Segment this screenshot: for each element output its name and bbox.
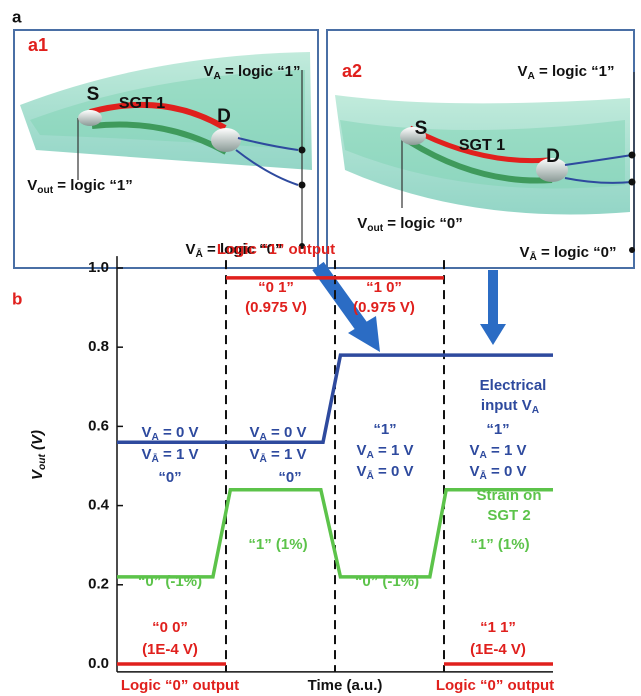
annotation-part: V <box>142 424 152 441</box>
source-label: S <box>415 118 428 139</box>
annotation-part: input V <box>481 397 532 414</box>
vout-label-part: = logic “0” <box>383 215 463 232</box>
annotation-part: V <box>250 424 260 441</box>
channel-label: SGT 1 <box>459 137 505 154</box>
va-label-part: V <box>204 63 214 80</box>
vout-label-sub: out <box>367 223 383 234</box>
y-tick-label: 1.0 <box>88 259 109 276</box>
annotation: Electrical <box>480 377 547 394</box>
y-tick-label: 0.8 <box>88 338 109 355</box>
vout-label-part: V <box>357 215 367 232</box>
source-label: S <box>87 84 100 105</box>
annotation: “0 0” <box>152 619 188 636</box>
annotation: VA = 1 V <box>357 442 414 461</box>
vout-label-part: = logic “1” <box>53 177 133 194</box>
annotation: VA = 0 V <box>250 424 307 443</box>
annotation-part: V <box>357 442 367 459</box>
y-tick-label: 0.4 <box>88 497 110 514</box>
annotation: VĀ = 0 V <box>357 463 414 482</box>
annotation: input VA <box>481 397 540 416</box>
vout-label-part: V <box>27 177 37 194</box>
annotation-part: = 1 V <box>487 442 527 459</box>
annotation-part: = 0 V <box>374 463 414 480</box>
annotation-part: V <box>470 463 480 480</box>
annotation-part: = 0 V <box>159 424 199 441</box>
annotation: “1” (1%) <box>248 536 307 553</box>
annotation-part: = 1 V <box>267 446 307 463</box>
annotation: VA = 0 V <box>142 424 199 443</box>
annotation: SGT 2 <box>487 507 530 524</box>
annotation: “1” <box>486 421 509 438</box>
annotation: “0” <box>278 469 301 486</box>
annotation: “1” (1%) <box>470 536 529 553</box>
annotation: Logic “0” output <box>436 677 554 694</box>
annotation: “1” <box>373 421 396 438</box>
annotation-part: = 0 V <box>487 463 527 480</box>
annotation: VA = 1 V <box>470 442 527 461</box>
annotation: (0.975 V) <box>353 299 415 316</box>
annotation-part: = 1 V <box>374 442 414 459</box>
y-axis-title: Vout (V) <box>29 430 48 480</box>
va-label-part: = logic “1” <box>535 63 615 80</box>
annotation-part: V <box>142 446 152 463</box>
annotation: (0.975 V) <box>245 299 307 316</box>
annotation: “0 1” <box>258 279 294 296</box>
y-tick-label: 0.2 <box>88 576 109 593</box>
annotation-part: = 0 V <box>267 424 307 441</box>
channel-label: SGT 1 <box>119 95 165 112</box>
annotation: “0” (-1%) <box>138 573 202 590</box>
y-axis-title-part: (V) <box>29 430 46 454</box>
panel-label: a2 <box>342 61 362 81</box>
y-axis-title-sub: out <box>37 454 48 470</box>
vabar-label-part: V <box>520 244 530 261</box>
panel-label: a <box>12 7 22 26</box>
panel-label: b <box>12 289 22 308</box>
y-tick-label: 0.6 <box>88 417 109 434</box>
panel-label: a1 <box>28 35 48 55</box>
y-tick-label: 0.0 <box>88 655 109 672</box>
annotation: Logic “0” output <box>121 677 239 694</box>
annotation: Strain on <box>476 487 541 504</box>
annotation: VĀ = 1 V <box>142 446 199 465</box>
annotation: Logic “1” output <box>217 241 335 258</box>
annotation: (1E-4 V) <box>142 641 198 658</box>
va-label-part: V <box>518 63 528 80</box>
annotation: “1 0” <box>366 279 402 296</box>
annotation-part: V <box>470 442 480 459</box>
annotation: VĀ = 1 V <box>250 446 307 465</box>
vout-label-sub: out <box>37 185 53 196</box>
annotation: (1E-4 V) <box>470 641 526 658</box>
annotation-sub: A <box>532 405 540 416</box>
drain-label: D <box>217 106 231 127</box>
figure: a b a1 S SGT 1 D V A = logic “1” Vout = logic “1… <box>0 0 641 696</box>
annotation: “0” <box>158 469 181 486</box>
drain-label: D <box>546 146 560 167</box>
annotation: VĀ = 0 V <box>470 463 527 482</box>
va-label-part: = logic “1” <box>221 63 301 80</box>
annotation: “0” (-1%) <box>355 573 419 590</box>
x-axis-title: Time (a.u.) <box>308 677 383 694</box>
vabar-label-part: V <box>186 241 196 258</box>
annotation: “1 1” <box>480 619 516 636</box>
annotation-part: V <box>357 463 367 480</box>
annotation-part: = 1 V <box>159 446 199 463</box>
vabar-label-part: = logic “0” <box>537 244 617 261</box>
annotation-part: V <box>250 446 260 463</box>
